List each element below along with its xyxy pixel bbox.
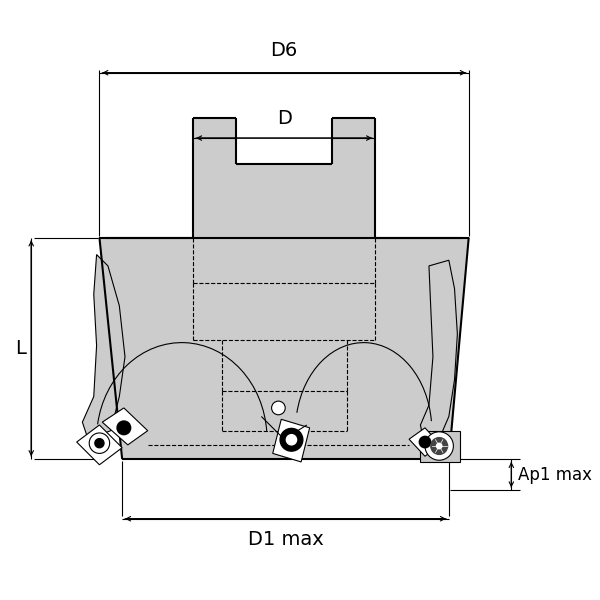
Circle shape	[425, 432, 454, 460]
Polygon shape	[100, 238, 469, 459]
Polygon shape	[421, 431, 460, 462]
Circle shape	[89, 433, 110, 454]
Circle shape	[430, 437, 448, 455]
Text: D1 max: D1 max	[248, 530, 323, 549]
Polygon shape	[77, 425, 122, 465]
Polygon shape	[421, 260, 457, 439]
Polygon shape	[193, 118, 375, 238]
Polygon shape	[102, 408, 148, 445]
Circle shape	[280, 428, 303, 451]
Circle shape	[117, 421, 131, 434]
Circle shape	[419, 436, 431, 448]
Circle shape	[436, 443, 443, 449]
Polygon shape	[409, 428, 440, 456]
Polygon shape	[273, 419, 310, 462]
Text: D6: D6	[271, 41, 298, 60]
Text: L: L	[16, 339, 26, 358]
Polygon shape	[82, 254, 125, 439]
Text: Ap1 max: Ap1 max	[518, 466, 592, 484]
Circle shape	[95, 439, 104, 448]
Text: D: D	[277, 109, 292, 128]
Polygon shape	[236, 118, 332, 164]
Circle shape	[272, 401, 285, 415]
Circle shape	[286, 434, 296, 445]
